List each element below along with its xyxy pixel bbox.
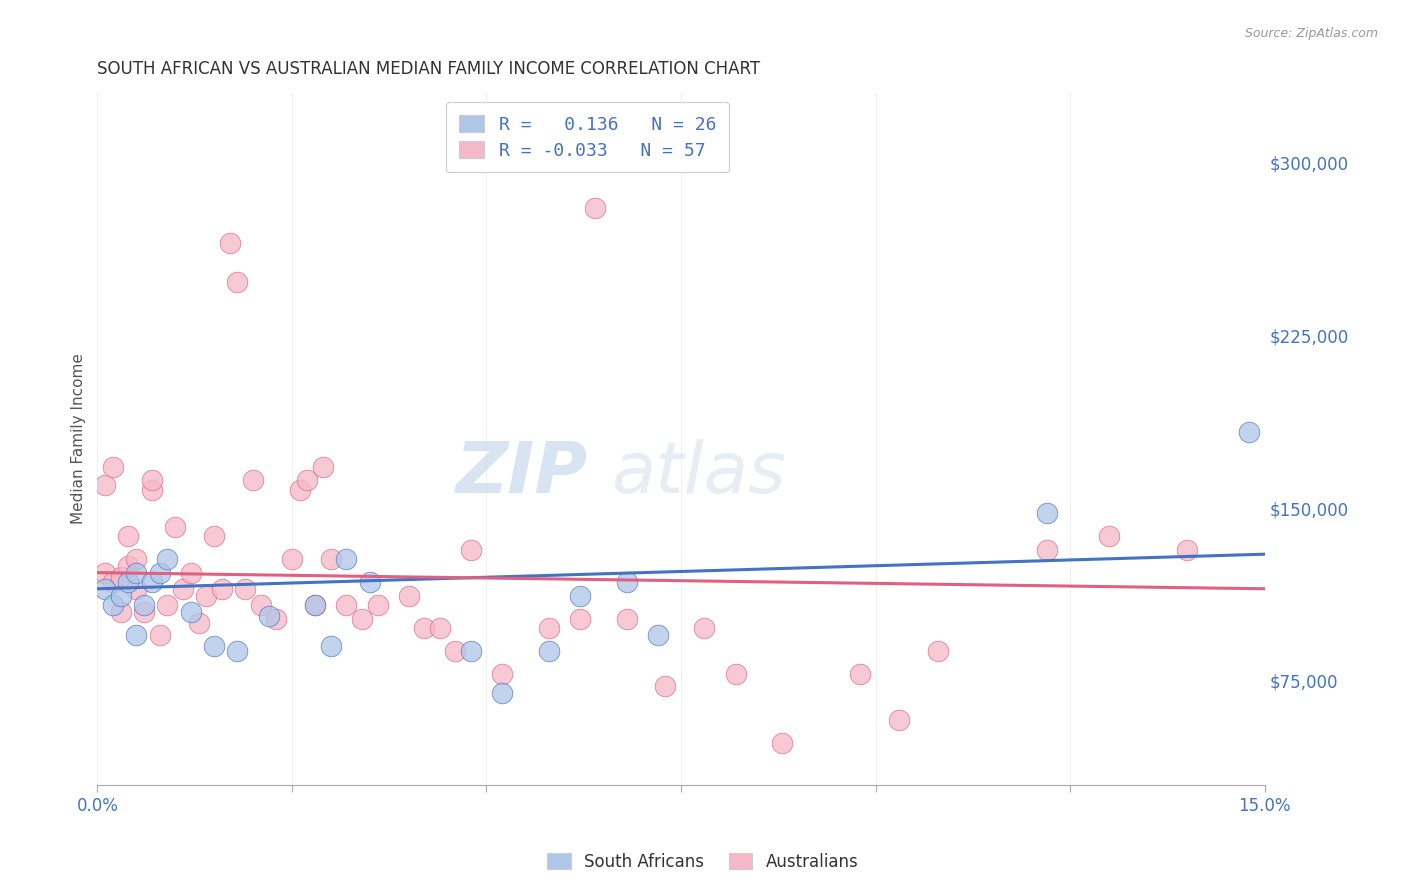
Point xyxy=(156,551,179,566)
Point xyxy=(1237,425,1260,439)
Point xyxy=(195,589,218,603)
Point xyxy=(101,459,124,474)
Text: SOUTH AFRICAN VS AUSTRALIAN MEDIAN FAMILY INCOME CORRELATION CHART: SOUTH AFRICAN VS AUSTRALIAN MEDIAN FAMIL… xyxy=(97,60,761,78)
Point xyxy=(110,570,132,584)
Point xyxy=(233,582,256,596)
Text: atlas: atlas xyxy=(612,439,786,508)
Point xyxy=(281,551,304,566)
Point xyxy=(165,519,187,533)
Point xyxy=(266,612,288,626)
Point xyxy=(226,275,249,289)
Point xyxy=(141,483,163,497)
Point xyxy=(1036,506,1059,520)
Point xyxy=(568,589,591,603)
Point xyxy=(226,644,249,658)
Point xyxy=(413,621,436,635)
Point xyxy=(110,589,132,603)
Point xyxy=(94,566,117,580)
Point xyxy=(1036,542,1059,557)
Point xyxy=(202,640,225,654)
Point xyxy=(288,483,311,497)
Point xyxy=(117,558,139,573)
Point xyxy=(211,582,233,596)
Point xyxy=(367,598,389,612)
Point xyxy=(319,551,342,566)
Point xyxy=(444,644,467,658)
Point xyxy=(583,202,606,216)
Point xyxy=(335,598,357,612)
Point xyxy=(693,621,716,635)
Point xyxy=(350,612,373,626)
Point xyxy=(141,574,163,589)
Point xyxy=(202,529,225,543)
Point xyxy=(180,605,202,619)
Text: Source: ZipAtlas.com: Source: ZipAtlas.com xyxy=(1244,27,1378,40)
Point xyxy=(125,582,148,596)
Point xyxy=(218,235,240,250)
Point xyxy=(125,566,148,580)
Point xyxy=(125,551,148,566)
Point xyxy=(101,574,124,589)
Point xyxy=(132,598,155,612)
Point xyxy=(141,474,163,488)
Point xyxy=(304,598,326,612)
Point xyxy=(460,644,482,658)
Point xyxy=(125,628,148,642)
Point xyxy=(647,628,669,642)
Point xyxy=(1175,542,1198,557)
Legend: South Africans, Australians: South Africans, Australians xyxy=(538,845,868,880)
Legend: R =   0.136   N = 26, R = -0.033   N = 57: R = 0.136 N = 26, R = -0.033 N = 57 xyxy=(446,102,728,172)
Point xyxy=(257,609,280,624)
Point xyxy=(616,574,638,589)
Point xyxy=(172,582,194,596)
Point xyxy=(429,621,451,635)
Point xyxy=(927,644,949,658)
Point xyxy=(724,667,747,681)
Point xyxy=(654,679,676,693)
Point xyxy=(149,628,172,642)
Point xyxy=(491,667,513,681)
Point xyxy=(537,621,560,635)
Point xyxy=(568,612,591,626)
Point xyxy=(770,736,793,750)
Point xyxy=(117,574,139,589)
Point xyxy=(110,605,132,619)
Point xyxy=(297,474,319,488)
Point xyxy=(319,640,342,654)
Point xyxy=(304,598,326,612)
Point xyxy=(887,713,910,727)
Point xyxy=(180,566,202,580)
Point xyxy=(491,685,513,699)
Point xyxy=(460,542,482,557)
Point xyxy=(249,598,271,612)
Point xyxy=(242,474,264,488)
Point xyxy=(156,598,179,612)
Y-axis label: Median Family Income: Median Family Income xyxy=(72,353,86,524)
Point xyxy=(849,667,872,681)
Point xyxy=(312,459,335,474)
Text: ZIP: ZIP xyxy=(456,439,588,508)
Point xyxy=(1098,529,1121,543)
Point xyxy=(335,551,357,566)
Point xyxy=(537,644,560,658)
Point xyxy=(149,566,172,580)
Point xyxy=(187,616,209,631)
Point xyxy=(359,574,381,589)
Point xyxy=(117,529,139,543)
Point xyxy=(398,589,420,603)
Point xyxy=(616,612,638,626)
Point xyxy=(132,605,155,619)
Point xyxy=(94,582,117,596)
Point xyxy=(94,478,117,492)
Point xyxy=(101,598,124,612)
